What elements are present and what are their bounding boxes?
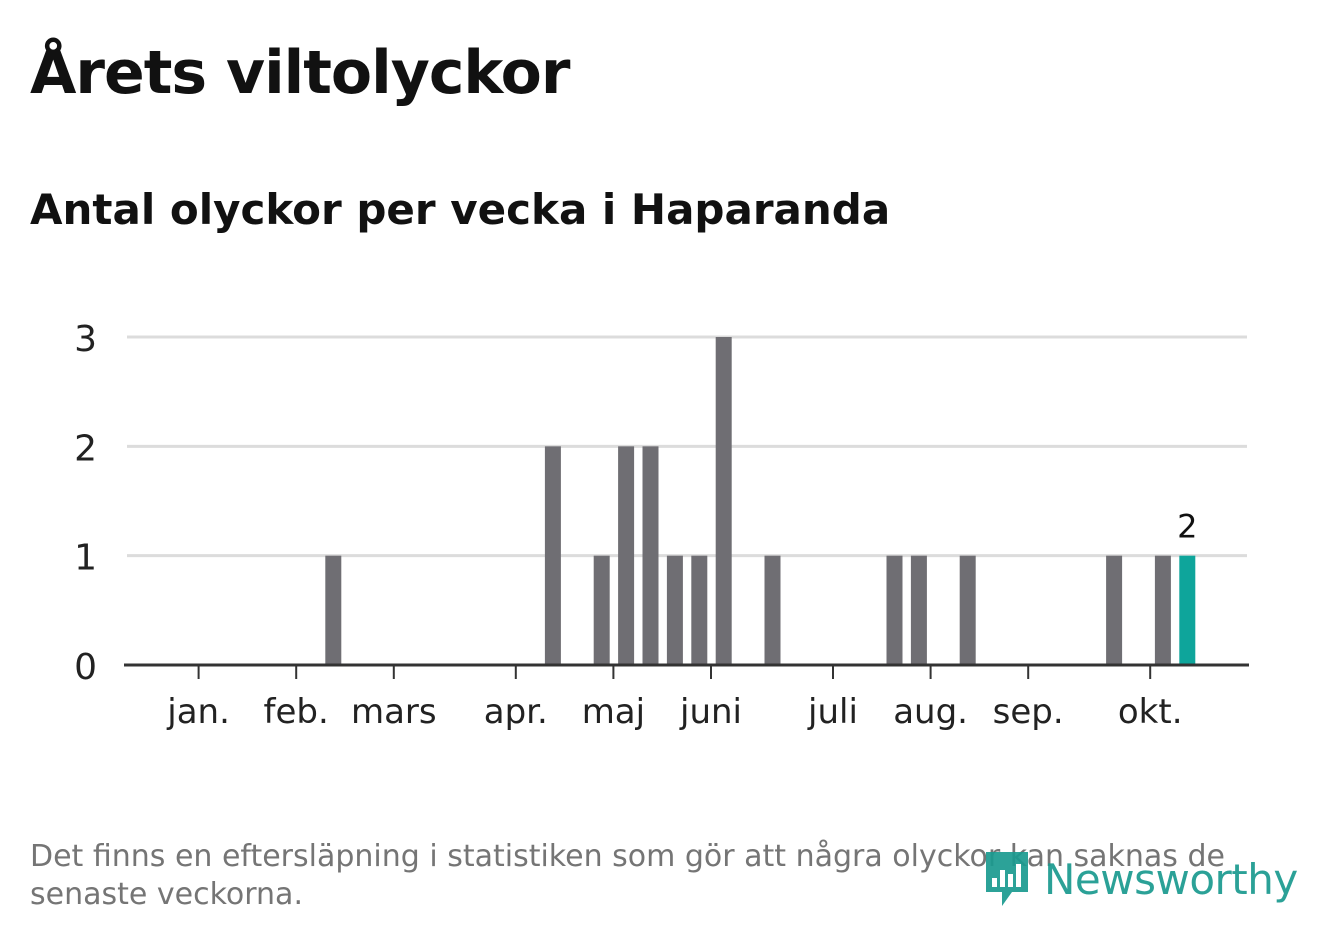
bar bbox=[593, 555, 610, 665]
bar bbox=[642, 446, 659, 665]
x-tick-label: apr. bbox=[484, 692, 548, 732]
y-tick-label: 3 bbox=[74, 319, 97, 360]
y-tick-label: 0 bbox=[74, 647, 97, 688]
bar bbox=[910, 555, 927, 665]
gridlines bbox=[127, 335, 1247, 558]
bar-chart: 0 1 2 3 jan. feb. mars apr. maj juni juli aug. sep.… bbox=[74, 319, 1249, 732]
x-tick-label: jan. bbox=[166, 692, 230, 732]
y-tick-label: 2 bbox=[74, 428, 97, 469]
x-axis-ticks: jan. feb. mars apr. maj juni juli aug. sep. okt. bbox=[166, 665, 1183, 732]
chart-title: Årets viltolyckor bbox=[30, 38, 570, 108]
bars bbox=[325, 337, 1196, 665]
y-axis-tick-labels: 0 1 2 3 bbox=[74, 319, 97, 688]
bar bbox=[325, 555, 342, 665]
bar bbox=[1154, 555, 1171, 665]
bar-highlight bbox=[1179, 555, 1196, 665]
bar bbox=[544, 446, 561, 665]
x-tick-label: aug. bbox=[893, 692, 968, 732]
bar bbox=[666, 555, 683, 665]
x-tick-label: okt. bbox=[1118, 692, 1183, 732]
bar bbox=[691, 555, 708, 665]
data-labels: 2 bbox=[1177, 508, 1197, 546]
bar bbox=[959, 555, 976, 665]
chart-subtitle: Antal olyckor per vecka i Haparanda bbox=[30, 185, 891, 234]
newsworthy-logo-icon bbox=[986, 852, 1028, 906]
bar bbox=[886, 555, 903, 665]
bar bbox=[715, 337, 732, 665]
x-tick-label: maj bbox=[582, 692, 645, 732]
x-tick-label: juli bbox=[807, 692, 858, 732]
bar bbox=[618, 446, 635, 665]
bar bbox=[764, 555, 781, 665]
bar bbox=[1106, 555, 1123, 665]
x-tick-label: mars bbox=[351, 692, 437, 732]
x-tick-label: juni bbox=[679, 692, 742, 732]
newsworthy-logo: Newsworthy bbox=[982, 848, 1298, 910]
y-tick-label: 1 bbox=[74, 538, 97, 579]
data-label-latest: 2 bbox=[1177, 508, 1197, 546]
x-tick-label: sep. bbox=[993, 692, 1064, 732]
newsworthy-logo-text: Newsworthy bbox=[1044, 854, 1298, 904]
x-tick-label: feb. bbox=[264, 692, 329, 732]
